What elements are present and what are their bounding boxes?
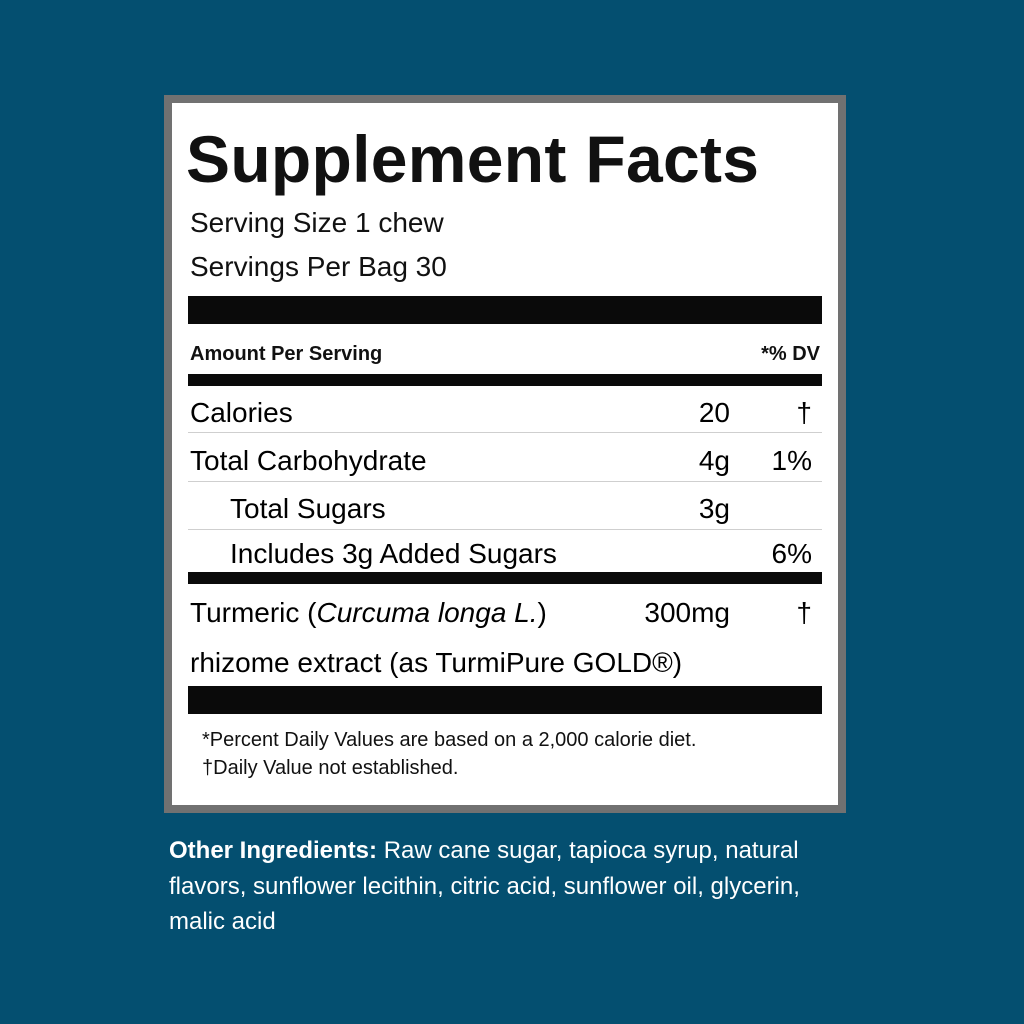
nutrient-dv: 1%	[771, 445, 812, 476]
ingredient-dv: †	[796, 597, 812, 628]
medium-divider	[188, 374, 822, 386]
nutrient-amount: 4g	[698, 445, 730, 476]
nutrient-amount: 3g	[698, 493, 730, 524]
serving-size: Serving Size 1 chew	[190, 207, 444, 238]
nutrient-name: Total Sugars	[230, 493, 386, 524]
nutrient-row-added-sugars: Includes 3g Added Sugars 6%	[188, 538, 822, 586]
ingredient-row-line2: rhizome extract (as TurmiPure GOLD®)	[188, 647, 822, 695]
thick-divider	[188, 296, 822, 324]
amount-per-serving-header: Amount Per Serving	[190, 343, 383, 365]
ingredient-name: Turmeric (Curcuma longa L.)	[190, 597, 547, 629]
servings-per-container: Servings Per Bag 30	[190, 251, 447, 282]
nutrient-name: Includes 3g Added Sugars	[230, 538, 557, 569]
supplement-facts-panel: Supplement Facts Serving Size 1 chew Ser…	[164, 95, 846, 813]
row-divider	[188, 481, 822, 482]
nutrient-dv: 6%	[771, 538, 812, 569]
other-ingredients-text: Raw cane sugar, tapioca syrup, natural f…	[169, 837, 800, 935]
nutrient-name: Total Carbohydrate	[190, 445, 427, 476]
panel-title: Supplement Facts	[186, 122, 760, 196]
nutrient-row-carbohydrate: Total Carbohydrate 4g 1%	[188, 445, 822, 493]
nutrient-amount: 20	[698, 397, 730, 428]
ingredient-name-suffix: )	[537, 597, 547, 628]
ingredient-amount: 300mg	[644, 597, 730, 628]
dv-header: *% DV	[761, 343, 820, 365]
footnote-dv: *Percent Daily Values are based on a 2,0…	[202, 729, 697, 751]
nutrient-dv: †	[796, 397, 812, 428]
ingredient-row-turmeric: Turmeric (Curcuma longa L.) 300mg †	[188, 597, 822, 645]
ingredient-name-prefix: Turmeric (	[190, 597, 317, 628]
other-ingredients: Other Ingredients: Raw cane sugar, tapio…	[169, 833, 849, 940]
ingredient-latin-name: Curcuma longa L.	[316, 597, 538, 628]
thick-divider	[188, 686, 822, 714]
nutrient-row-calories: Calories 20 †	[188, 397, 822, 445]
row-divider	[188, 432, 822, 433]
nutrient-name: Calories	[190, 397, 293, 428]
medium-divider	[188, 572, 822, 584]
other-ingredients-label: Other Ingredients:	[169, 837, 378, 864]
row-divider	[188, 529, 822, 530]
footnote-dagger: †Daily Value not established.	[202, 757, 459, 779]
nutrient-row-sugars: Total Sugars 3g	[188, 493, 822, 541]
ingredient-description: rhizome extract (as TurmiPure GOLD®)	[190, 647, 683, 678]
